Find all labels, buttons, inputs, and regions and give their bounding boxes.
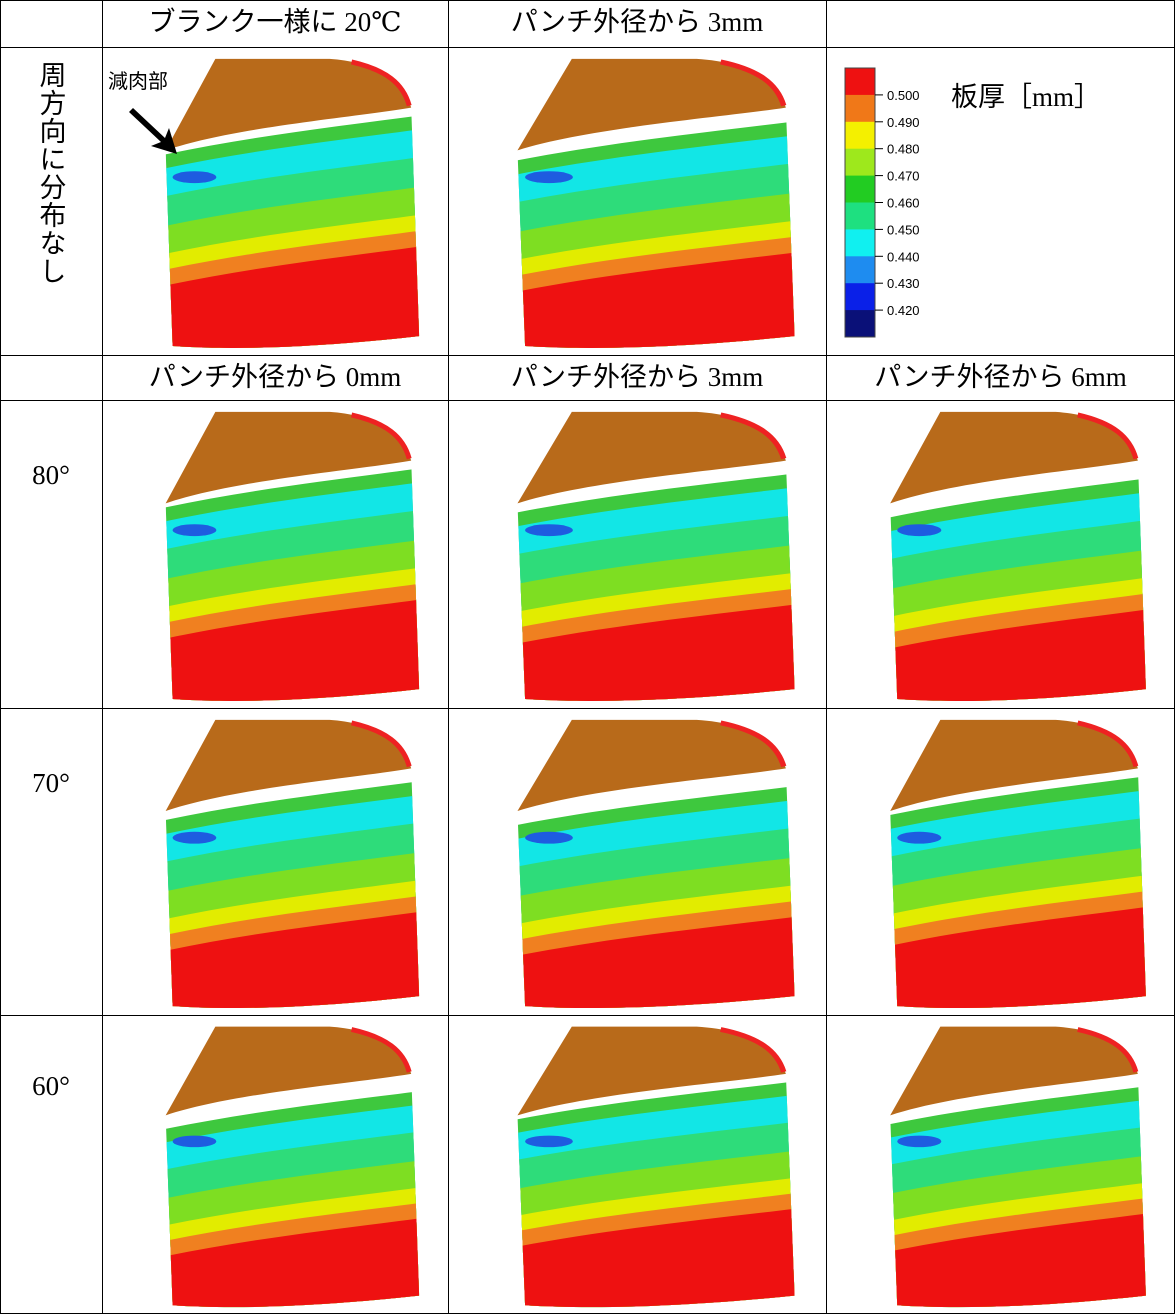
rim xyxy=(1077,412,1139,460)
rim xyxy=(720,412,787,460)
thickness-render xyxy=(165,1026,420,1308)
column-header: パンチ外径から 6mm xyxy=(874,362,1127,392)
body xyxy=(165,1087,420,1308)
thin-spot xyxy=(525,831,573,844)
thin-spot xyxy=(525,171,573,184)
legend-swatch xyxy=(845,68,875,96)
legend-swatch xyxy=(845,148,875,177)
thickness-render xyxy=(517,411,795,702)
body xyxy=(890,772,1146,1009)
column-header: パンチ外径から 3mm xyxy=(510,362,764,392)
body xyxy=(517,469,795,702)
top-face xyxy=(165,1026,412,1116)
thickness-render xyxy=(517,1026,795,1308)
legend-swatch xyxy=(845,283,875,311)
thin-spot xyxy=(525,524,573,537)
rim xyxy=(720,59,787,107)
legend-tick-label: 0.470 xyxy=(887,169,920,184)
body xyxy=(890,1082,1146,1308)
body xyxy=(517,1077,795,1308)
top-face xyxy=(517,411,786,504)
rim xyxy=(1077,1027,1139,1073)
legend-title: 板厚［mm］ xyxy=(951,82,1101,112)
legend-tick-label: 0.420 xyxy=(887,303,920,318)
thin-spot xyxy=(172,524,217,537)
thin-spot xyxy=(525,1135,573,1148)
row-label: 70° xyxy=(32,767,70,798)
legend-tick-label: 0.500 xyxy=(887,88,920,103)
legend-tick-label: 0.450 xyxy=(887,222,920,237)
body xyxy=(517,117,795,349)
arrow xyxy=(129,108,177,154)
legend-swatch xyxy=(845,202,875,230)
rim xyxy=(351,1027,412,1073)
top-face xyxy=(890,411,1138,504)
thin-spot xyxy=(172,1135,217,1148)
body xyxy=(165,777,420,1009)
legend-swatch xyxy=(845,256,875,284)
legend-swatch xyxy=(845,121,875,150)
row-label: 80° xyxy=(32,460,70,490)
thin-spot xyxy=(897,831,942,844)
legend-tick-label: 0.460 xyxy=(887,196,920,211)
thickness-render xyxy=(165,411,420,702)
top-face xyxy=(517,58,786,151)
legend-tick-label: 0.490 xyxy=(887,115,920,130)
body xyxy=(165,464,420,702)
top-face xyxy=(890,719,1138,811)
thickness-render xyxy=(517,58,795,349)
top-face xyxy=(890,1026,1138,1116)
arrow-head xyxy=(129,108,177,154)
top-face xyxy=(165,719,412,811)
thin-spot xyxy=(172,171,217,184)
legend-swatch xyxy=(845,94,875,123)
thin-spot xyxy=(172,831,217,844)
rim xyxy=(1077,720,1139,768)
top-face xyxy=(517,719,786,811)
top-face xyxy=(517,1026,786,1116)
column-header: パンチ外径から 3mm xyxy=(510,7,764,37)
body xyxy=(890,474,1146,702)
thickness-render xyxy=(890,411,1146,702)
rim xyxy=(351,412,412,460)
thickness-render xyxy=(890,1026,1146,1308)
rim xyxy=(720,720,787,768)
rim xyxy=(351,59,412,107)
row-label: 60° xyxy=(32,1070,70,1101)
top-face xyxy=(165,411,412,504)
legend-tick-label: 0.440 xyxy=(887,249,920,264)
legend-swatch xyxy=(845,229,875,257)
thickness-render xyxy=(890,719,1146,1009)
thickness-render xyxy=(517,719,795,1009)
column-header: パンチ外径から 0mm xyxy=(148,362,402,392)
column-header: ブランク一様に 20℃ xyxy=(148,7,402,37)
row-label: 周方向に分布なし xyxy=(0,61,102,285)
legend: 0.500 0.490 0.480 0.470 0.460 0.450 0.440 0.430… xyxy=(844,67,1101,338)
legend-swatch xyxy=(845,310,875,338)
legend-tick-label: 0.430 xyxy=(887,276,920,291)
thickness-render xyxy=(165,719,420,1009)
legend-tick-label: 0.480 xyxy=(887,142,920,157)
top-face xyxy=(165,58,412,151)
rim xyxy=(720,1027,787,1073)
thin-spot xyxy=(897,524,942,537)
row-label-text: 周方向に分布なし xyxy=(35,61,66,285)
annotation: 減肉部 xyxy=(108,71,168,93)
body xyxy=(517,782,795,1009)
rim xyxy=(351,720,412,768)
thin-spot xyxy=(897,1135,942,1148)
thickness-render xyxy=(165,58,420,349)
legend-swatch xyxy=(845,175,875,203)
